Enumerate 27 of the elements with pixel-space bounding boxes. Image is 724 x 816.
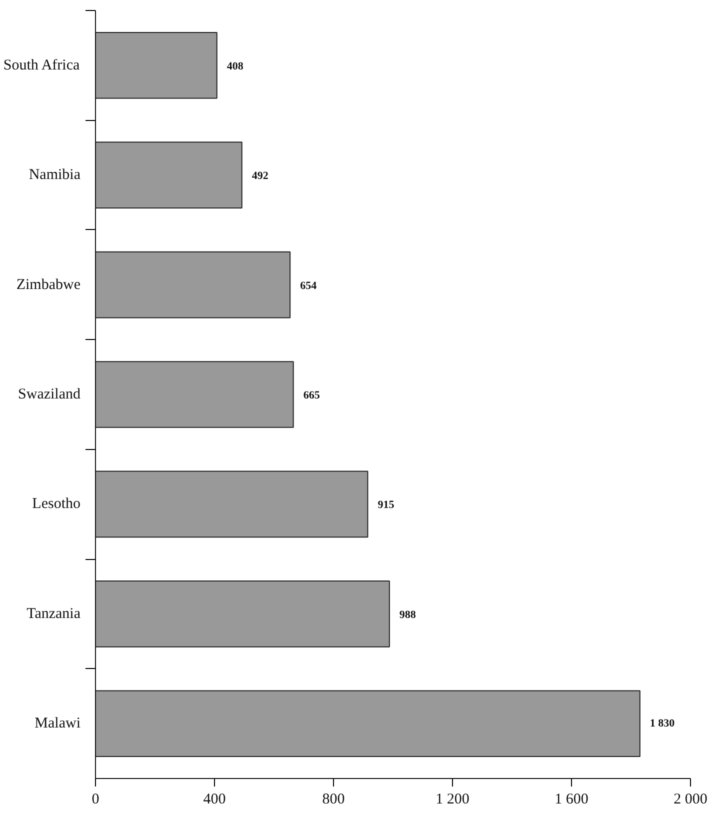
data-label: 1 830 [650, 718, 676, 730]
x-tick-label: 2 000 [674, 792, 708, 808]
bar [96, 690, 640, 758]
data-label: 654 [300, 280, 318, 292]
data-label: 665 [303, 390, 320, 402]
x-tick-label: 0 [92, 792, 100, 808]
y-tick-label: Namibia [28, 167, 81, 184]
x-tick-label: 1 200 [436, 792, 470, 808]
bar [96, 470, 368, 538]
y-tick-label: Swaziland [18, 386, 81, 402]
y-tick-label: Malawi [34, 716, 81, 732]
y-tick-label: Zimbabwe [16, 276, 81, 293]
y-tick-label: South Africa [3, 57, 80, 74]
y-tick-label: Tanzania [26, 606, 81, 622]
x-tick-label: 400 [203, 792, 226, 808]
bar [96, 32, 218, 99]
bar [96, 251, 291, 318]
x-tick-label: 1 600 [554, 792, 588, 808]
y-tick-label: Lesotho [32, 496, 81, 512]
bar [96, 580, 390, 648]
data-label: 988 [399, 608, 416, 621]
data-label: 915 [378, 499, 395, 512]
bar [96, 142, 242, 208]
data-label: 492 [252, 170, 269, 182]
data-label: 408 [226, 60, 244, 72]
x-tick-label: 800 [322, 792, 345, 808]
bar [96, 361, 294, 428]
